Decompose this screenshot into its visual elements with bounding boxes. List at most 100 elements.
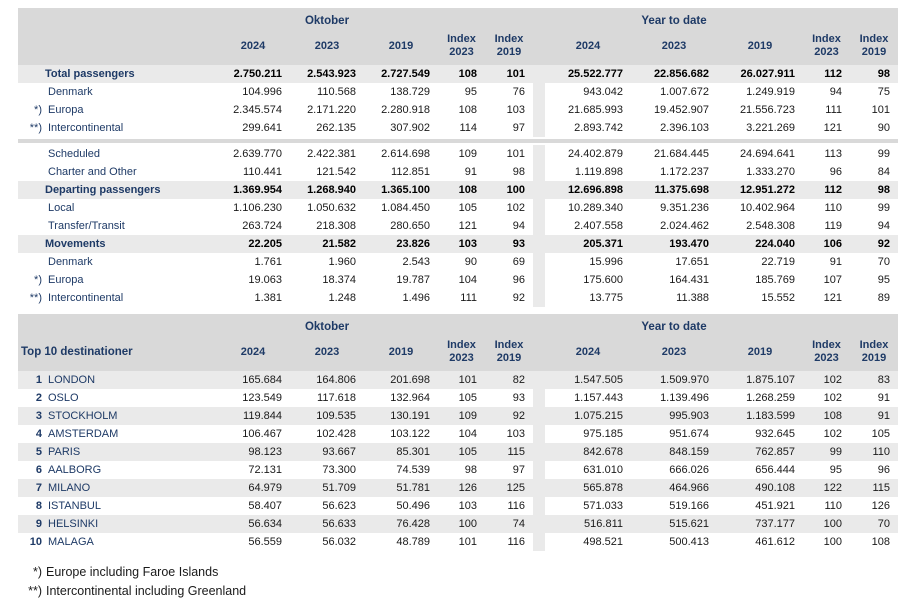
index-label: Index — [859, 33, 889, 45]
value-cell: 103 — [506, 428, 525, 440]
table-row: 9 HELSINKI 56.634 56.633 76.428 100 74 516.811 5… — [18, 515, 898, 533]
value-cell: 10.289.340 — [567, 202, 623, 214]
value-cell: 108 — [458, 68, 477, 80]
value-cell: 1.183.599 — [746, 410, 795, 422]
value-cell: 12.696.898 — [567, 184, 623, 196]
row-label: Local — [18, 199, 216, 217]
table2-group-row: Oktober Year to date — [18, 317, 898, 337]
column-header-ytd-2024: 2024 — [575, 40, 601, 52]
value-cell: 105 — [458, 202, 477, 214]
value-cell: 205.371 — [583, 238, 623, 250]
value-cell: 15.996 — [589, 256, 623, 268]
value-cell: 130.191 — [390, 410, 430, 422]
value-cell: 1.249.919 — [746, 86, 795, 98]
value-cell: 85.301 — [396, 446, 430, 458]
table-row: 5 PARIS 98.123 93.667 85.301 105 115 842.678 848… — [18, 443, 898, 461]
value-cell: 70 — [877, 256, 890, 268]
value-cell: 1.875.107 — [746, 374, 795, 386]
value-cell: 2.548.308 — [746, 220, 795, 232]
table1-year-row: 2024 2023 2019 Index 2023 Index 2019 202… — [18, 31, 898, 61]
value-cell: 1.106.230 — [233, 202, 282, 214]
value-cell: 56.623 — [322, 500, 356, 512]
row-label-text: Departing passengers — [45, 184, 161, 196]
row-label-text: Europa — [48, 274, 84, 286]
value-cell: 24.694.641 — [739, 148, 795, 160]
value-cell: 98 — [512, 166, 525, 178]
table-row: 10 MALAGA 56.559 56.032 48.789 101 116 498.521 5… — [18, 533, 898, 551]
value-cell: 121 — [823, 292, 842, 304]
oktober-group-header: Oktober — [304, 15, 350, 27]
index-year: 2023 — [814, 352, 839, 364]
top10-table: Oktober Year to date Top 10 destinatione… — [18, 314, 898, 551]
value-cell: 99 — [877, 148, 890, 160]
row-label: 9 HELSINKI — [18, 515, 216, 533]
value-cell: 2.396.103 — [660, 122, 709, 134]
value-cell: 100 — [458, 518, 477, 530]
value-cell: 109.535 — [316, 410, 356, 422]
value-cell: 91 — [877, 392, 890, 404]
value-cell: 2.345.574 — [233, 104, 282, 116]
value-cell: 193.470 — [669, 238, 709, 250]
column-header-ytd-index-2019: Index 2019 — [850, 33, 898, 59]
value-cell: 110 — [824, 202, 842, 214]
value-cell: 91 — [877, 410, 890, 422]
table-row: Denmark 104.996 110.568 138.729 95 76 943.042 1… — [18, 83, 898, 101]
table-divider — [533, 65, 545, 83]
row-marker: **) — [29, 292, 42, 304]
value-cell: 164.431 — [669, 274, 709, 286]
value-cell: 451.921 — [755, 500, 795, 512]
value-cell: 123.549 — [242, 392, 282, 404]
value-cell: 90 — [877, 122, 890, 134]
value-cell: 2.407.558 — [574, 220, 623, 232]
table-divider — [533, 217, 545, 235]
value-cell: 461.612 — [755, 536, 795, 548]
value-cell: 842.678 — [583, 446, 623, 458]
row-label: 10 MALAGA — [18, 533, 216, 551]
column-header-ytd-index-2023: Index 2023 — [803, 33, 850, 59]
value-cell: 2.171.220 — [307, 104, 356, 116]
value-cell: 1.761 — [254, 256, 282, 268]
row-label-text: STOCKHOLM — [48, 410, 118, 422]
table-row: Denmark 1.761 1.960 2.543 90 69 15.996 17.651 22… — [18, 253, 898, 271]
value-cell: 2.024.462 — [660, 220, 709, 232]
value-cell: 112 — [824, 184, 842, 196]
table-row: Total passengers 2.750.211 2.543.923 2.727.… — [18, 65, 898, 83]
value-cell: 102 — [823, 428, 842, 440]
value-cell: 58.407 — [248, 500, 282, 512]
column-header-okt-2023: 2023 — [314, 40, 340, 52]
row-rank: 1 — [35, 374, 42, 386]
value-cell: 108 — [458, 104, 477, 116]
table-divider — [533, 253, 545, 271]
value-cell: 23.826 — [396, 238, 430, 250]
value-cell: 112.851 — [391, 166, 430, 178]
value-cell: 113 — [824, 148, 842, 160]
value-cell: 565.878 — [583, 482, 623, 494]
value-cell: 126 — [458, 482, 477, 494]
footnotes: *) Europe including Faroe Islands **) In… — [18, 563, 898, 601]
value-cell: 19.452.907 — [653, 104, 709, 116]
row-label-text: Europa — [48, 104, 84, 116]
row-label-text: Intercontinental — [48, 122, 124, 134]
value-cell: 19.063 — [248, 274, 282, 286]
value-cell: 1.365.100 — [381, 184, 430, 196]
value-cell: 1.496 — [402, 292, 430, 304]
column-header-okt-index-2019: Index 2019 — [485, 339, 533, 365]
value-cell: 1.547.505 — [574, 374, 623, 386]
value-cell: 105 — [458, 446, 477, 458]
table-row: Departing passengers 1.369.954 1.268.940 1.… — [18, 181, 898, 199]
value-cell: 185.769 — [755, 274, 795, 286]
row-label: 3 STOCKHOLM — [18, 407, 216, 425]
value-cell: 91 — [464, 166, 477, 178]
value-cell: 21.685.993 — [567, 104, 623, 116]
table-row: *) Europa 2.345.574 2.171.220 2.280.918 108 10… — [18, 101, 898, 119]
value-cell: 26.027.911 — [740, 68, 795, 80]
row-label: 4 AMSTERDAM — [18, 425, 216, 443]
row-label-text: Intercontinental — [48, 292, 124, 304]
value-cell: 109 — [458, 148, 477, 160]
table1-group-row: Oktober Year to date — [18, 11, 898, 31]
value-cell: 92 — [877, 238, 890, 250]
value-cell: 82 — [512, 374, 525, 386]
value-cell: 84 — [877, 166, 890, 178]
value-cell: 73.300 — [322, 464, 356, 476]
footnote-text: Europe including Faroe Islands — [46, 565, 219, 579]
